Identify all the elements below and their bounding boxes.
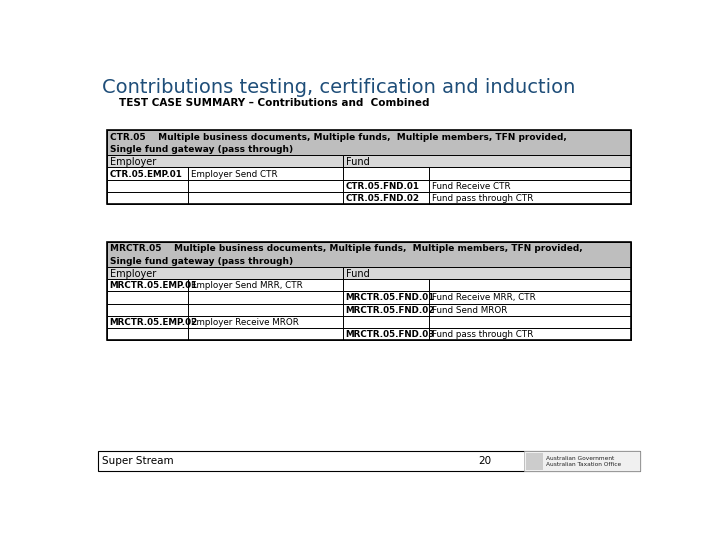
Text: MRCTR.05.EMP.01: MRCTR.05.EMP.01 xyxy=(109,281,197,290)
Bar xyxy=(107,267,343,279)
Bar xyxy=(107,303,631,316)
Text: CTR.05.FND.01: CTR.05.FND.01 xyxy=(345,182,419,191)
Text: CTR.05    Multiple business documents, Multiple funds,  Multiple members, TFN pr: CTR.05 Multiple business documents, Mult… xyxy=(110,132,567,154)
Text: MRCTR.05.FND.01: MRCTR.05.FND.01 xyxy=(345,294,434,302)
Bar xyxy=(343,155,631,167)
Text: Employer Send CTR: Employer Send CTR xyxy=(192,170,278,179)
Text: Employer Send MRR, CTR: Employer Send MRR, CTR xyxy=(192,281,303,290)
Text: Fund: Fund xyxy=(346,157,369,167)
Bar xyxy=(107,291,631,303)
Text: Employer: Employer xyxy=(110,269,156,279)
Text: TEST CASE SUMMARY – Contributions and  Combined: TEST CASE SUMMARY – Contributions and Co… xyxy=(120,98,430,108)
Text: Fund Send MROR: Fund Send MROR xyxy=(432,306,508,315)
Bar xyxy=(524,451,640,471)
Text: CTR.05.FND.02: CTR.05.FND.02 xyxy=(345,194,419,203)
Bar xyxy=(107,167,631,179)
Text: Employer Receive MROR: Employer Receive MROR xyxy=(192,318,300,327)
Bar xyxy=(107,179,631,192)
Text: 20: 20 xyxy=(479,456,492,467)
Bar xyxy=(107,130,631,155)
Text: CTR.05.EMP.01: CTR.05.EMP.01 xyxy=(109,170,182,179)
Text: Australian Taxation Office: Australian Taxation Office xyxy=(546,462,621,467)
Text: Australian Government: Australian Government xyxy=(546,456,614,461)
Bar xyxy=(526,453,543,470)
Text: Fund: Fund xyxy=(346,269,369,279)
Bar xyxy=(107,130,631,204)
Bar xyxy=(107,155,343,167)
Bar xyxy=(107,279,631,291)
Text: Fund pass through CTR: Fund pass through CTR xyxy=(432,194,534,203)
Bar xyxy=(107,316,631,328)
Bar xyxy=(98,451,640,471)
Bar xyxy=(107,242,631,340)
Bar xyxy=(107,328,631,340)
Bar xyxy=(107,192,631,204)
Text: MRCTR.05.FND.03: MRCTR.05.FND.03 xyxy=(345,330,434,340)
Text: MRCTR.05.FND.02: MRCTR.05.FND.02 xyxy=(345,306,434,315)
Text: MRCTR.05    Multiple business documents, Multiple funds,  Multiple members, TFN : MRCTR.05 Multiple business documents, Mu… xyxy=(110,244,582,266)
Text: Fund Receive CTR: Fund Receive CTR xyxy=(432,182,511,191)
Text: Fund Receive MRR, CTR: Fund Receive MRR, CTR xyxy=(432,294,536,302)
Text: Fund pass through CTR: Fund pass through CTR xyxy=(432,330,534,340)
Text: MRCTR.05.EMP.02: MRCTR.05.EMP.02 xyxy=(109,318,197,327)
Text: Super Stream: Super Stream xyxy=(102,456,174,467)
Bar xyxy=(107,242,631,267)
Text: Employer: Employer xyxy=(110,157,156,167)
Text: Contributions testing, certification and induction: Contributions testing, certification and… xyxy=(102,78,575,97)
Bar xyxy=(343,267,631,279)
